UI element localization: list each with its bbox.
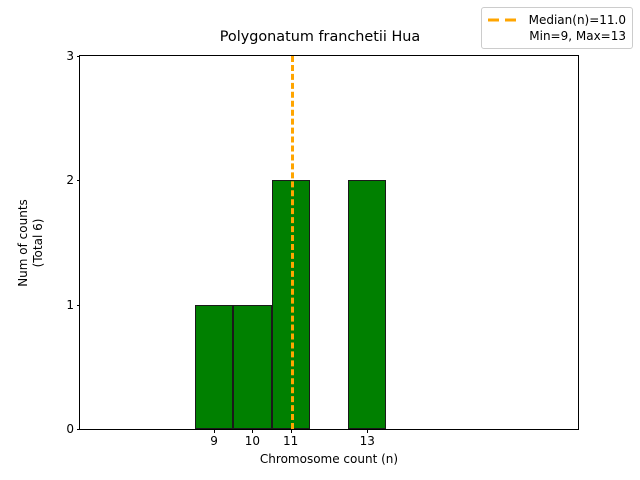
bar-9 <box>194 304 234 429</box>
legend-entry-minmax: Min=9, Max=13 <box>488 29 626 43</box>
x-tick-label-11: 11 <box>283 434 299 448</box>
y-tick-label-1: 1 <box>66 297 74 312</box>
plot-area: 0 1 2 3 9 10 11 13 <box>66 49 579 448</box>
y-axis-label-container: Num of counts (Total 6) <box>14 55 48 430</box>
x-tick-label-13: 13 <box>359 434 375 448</box>
y-tick-label-2: 2 <box>66 173 74 188</box>
chart-title: Polygonatum franchetii Hua <box>219 29 421 45</box>
y-tick-mark-3 <box>76 56 80 57</box>
x-tick-mark-13 <box>367 429 369 433</box>
x-axis-label: Chromosome count (n) <box>259 452 399 466</box>
bar-11 <box>271 180 310 429</box>
x-tick-mark-9 <box>214 429 216 433</box>
y-tick-mark-2 <box>76 180 80 182</box>
y-tick-mark-1 <box>76 304 80 306</box>
x-tick-mark-10 <box>252 429 254 433</box>
plot-inner <box>80 56 578 429</box>
x-tick-mark-11 <box>290 429 292 433</box>
x-tick-label-9: 9 <box>210 434 218 448</box>
chart-legend: Median(n)=11.0 Min=9, Max=13 <box>480 7 633 49</box>
y-axis-label-line2: (Total 6) <box>31 218 45 267</box>
legend-label-median: Median(n)=11.0 <box>528 13 626 27</box>
dashed-line-icon <box>488 14 520 26</box>
legend-entry-median: Median(n)=11.0 <box>488 13 626 27</box>
y-axis-label-line1: Num of counts <box>16 198 30 287</box>
y-tick-label-0: 0 <box>66 422 74 436</box>
bar-10 <box>233 304 272 429</box>
bar-13 <box>348 180 387 429</box>
y-tick-mark-0 <box>76 429 80 430</box>
y-tick-label-3: 3 <box>66 49 74 63</box>
legend-label-minmax: Min=9, Max=13 <box>529 29 626 43</box>
median-line <box>290 56 294 429</box>
y-axis-label: Num of counts (Total 6) <box>16 199 46 287</box>
x-tick-label-10: 10 <box>244 434 261 448</box>
